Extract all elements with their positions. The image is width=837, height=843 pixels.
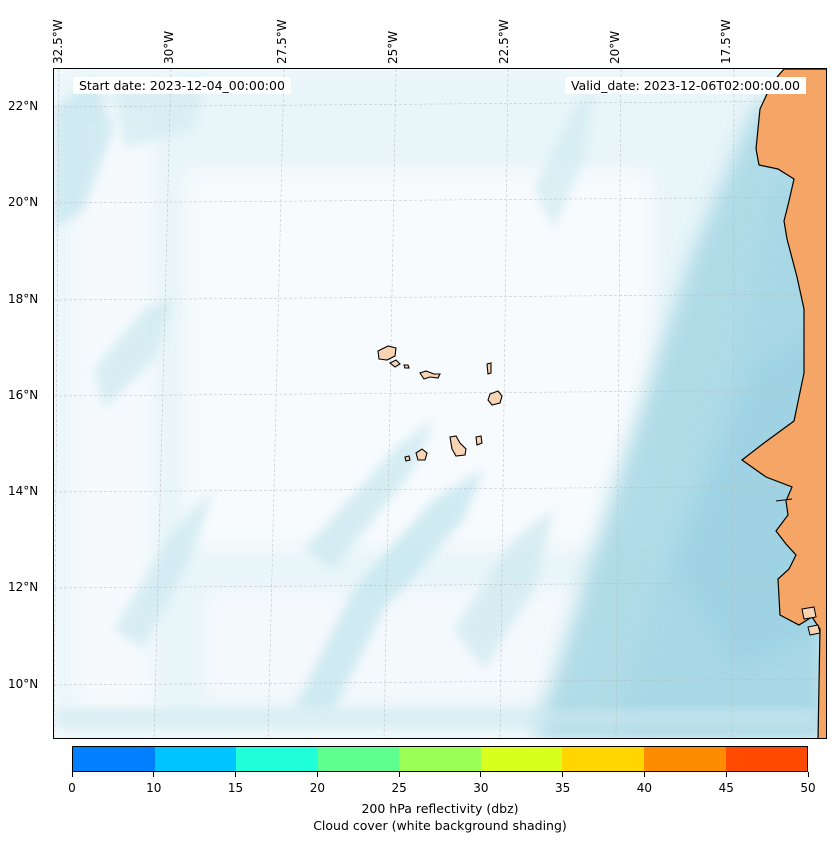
colorbar-segment-8 [725, 747, 808, 771]
fogo-island [415, 448, 428, 461]
lat-label-22n: 22°N [8, 99, 39, 113]
lat-label-12n: 12°N [8, 580, 39, 594]
colorbar-tick [480, 772, 482, 777]
colorbar-segment-0 [73, 747, 155, 771]
reflectivity-colorbar [72, 746, 808, 772]
start-date-label: Start date: 2023-12-04_00:00:00 [73, 77, 291, 94]
lon-label-25w: 25°W [386, 30, 400, 64]
map-canvas [54, 69, 826, 738]
lon-label-20w: 20°W [608, 30, 622, 64]
colorbar-tick-label: 40 [636, 781, 653, 795]
colorbar-segment-5 [480, 747, 563, 771]
colorbar-tick-label: 0 [68, 781, 76, 795]
colorbar-tick [316, 772, 318, 777]
colorbar-tick [398, 772, 400, 777]
gambia-river [775, 498, 793, 502]
santo-antao-island [377, 345, 397, 361]
colorbar-segment-2 [236, 747, 318, 771]
colorbar-tick [71, 772, 73, 777]
maio-island [475, 435, 483, 446]
brava-island [404, 455, 411, 462]
colorbar-tick-label: 20 [309, 781, 325, 795]
graticule [54, 69, 826, 738]
colorbar-tick-label: 10 [146, 781, 162, 795]
colorbar-tick [725, 772, 727, 777]
sal-island [486, 362, 492, 375]
colorbar-tick-label: 15 [227, 781, 244, 795]
bijagos-islands [801, 606, 821, 636]
colorbar-tick-label: 50 [800, 781, 816, 795]
colorbar-tick-label: 45 [718, 781, 734, 795]
sao-nicolau-island [419, 370, 441, 380]
colorbar-tick [235, 772, 237, 777]
africa-land [740, 69, 826, 738]
colorbar-tick-label: 25 [391, 781, 407, 795]
lat-label-20n: 20°N [8, 195, 39, 209]
lon-label-30w: 30°W [162, 30, 176, 64]
boa-vista-island [487, 390, 503, 406]
lon-label-22-5w: 22.5°W [497, 19, 511, 64]
lat-label-10n: 10°N [8, 677, 39, 691]
lon-label-27-5w: 27.5°W [275, 19, 289, 64]
colorbar-tick-label: 35 [555, 781, 571, 795]
cape-verde-islands [377, 345, 503, 462]
colorbar-segment-6 [562, 747, 644, 771]
colorbar-tick [807, 772, 809, 777]
sao-vicente-island [388, 359, 401, 368]
lon-label-32-5w: 32.5°W [51, 19, 65, 64]
lat-label-16n: 16°N [8, 388, 39, 402]
colorbar-segment-3 [317, 747, 400, 771]
colorbar-segment-1 [154, 747, 237, 771]
colorbar-tick [643, 772, 645, 777]
colorbar-tick [562, 772, 564, 777]
valid-date-label: Valid_date: 2023-12-06T02:00:00.00 [564, 77, 806, 94]
santiago-island [449, 435, 467, 457]
colorbar-tick [153, 772, 155, 777]
colorbar-segment-7 [643, 747, 726, 771]
lon-label-17-5w: 17.5°W [719, 19, 733, 64]
colorbar-segment-4 [399, 747, 481, 771]
colorbar-sublabel: Cloud cover (white background shading) [313, 818, 567, 833]
lat-label-14n: 14°N [8, 484, 39, 498]
colorbar-tick-label: 30 [473, 781, 489, 795]
map-frame: Start date: 2023-12-04_00:00:00 Valid_da… [53, 68, 827, 739]
lat-label-18n: 18°N [8, 292, 39, 306]
cloud-cover-layer [54, 69, 826, 738]
colorbar-label: 200 hPa reflectivity (dbz) [361, 801, 519, 816]
santa-luzia-island [403, 364, 410, 369]
